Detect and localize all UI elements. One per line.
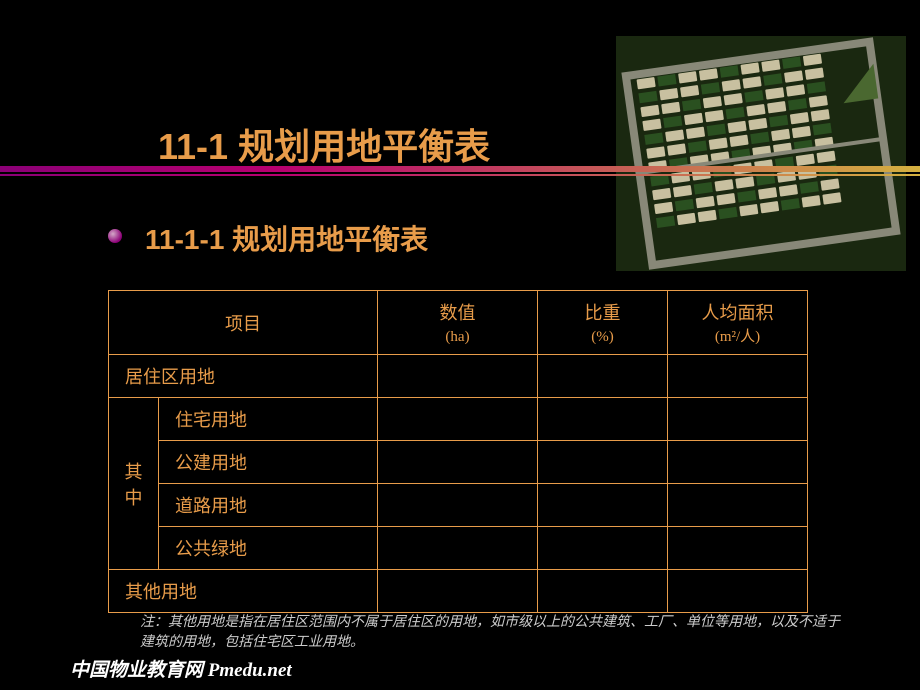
header-rule-thin bbox=[0, 174, 920, 176]
row-public-green: 公共绿地 bbox=[159, 527, 378, 570]
cell-empty bbox=[538, 355, 668, 398]
cell-empty bbox=[378, 355, 538, 398]
row-residential: 居住区用地 bbox=[109, 355, 378, 398]
row-public-building: 公建用地 bbox=[159, 441, 378, 484]
cell-empty bbox=[538, 441, 668, 484]
cell-empty bbox=[538, 398, 668, 441]
row-other: 其他用地 bbox=[109, 570, 378, 613]
cell-empty bbox=[668, 570, 808, 613]
row-among-label: 其中 bbox=[109, 398, 159, 570]
header-ratio: 比重 (%) bbox=[538, 291, 668, 355]
cell-empty bbox=[668, 355, 808, 398]
header-project: 项目 bbox=[109, 291, 378, 355]
main-title: 11-1 规划用地平衡表 bbox=[158, 118, 490, 170]
header-value: 数值 (ha) bbox=[378, 291, 538, 355]
header-rule bbox=[0, 166, 920, 172]
row-housing: 住宅用地 bbox=[159, 398, 378, 441]
table-note: 注：其他用地是指在居住区范围内不属于居住区的用地，如市级以上的公共建筑、工厂、单… bbox=[140, 613, 850, 652]
cell-empty bbox=[378, 570, 538, 613]
cell-empty bbox=[668, 484, 808, 527]
header-area: 人均面积 (m²/人) bbox=[668, 291, 808, 355]
bullet-icon bbox=[108, 229, 122, 243]
cell-empty bbox=[378, 441, 538, 484]
land-balance-table: 项目 数值 (ha) 比重 (%) 人均面积 (m²/人) 居住区用地 其中 住… bbox=[108, 290, 808, 613]
cell-empty bbox=[668, 527, 808, 570]
cell-empty bbox=[538, 484, 668, 527]
cell-empty bbox=[378, 484, 538, 527]
cell-empty bbox=[538, 527, 668, 570]
cell-empty bbox=[378, 527, 538, 570]
cell-empty bbox=[668, 398, 808, 441]
site-plan-image bbox=[616, 36, 906, 271]
cell-empty bbox=[538, 570, 668, 613]
subtitle: 11-1-1 规划用地平衡表 bbox=[145, 218, 428, 258]
cell-empty bbox=[378, 398, 538, 441]
row-road: 道路用地 bbox=[159, 484, 378, 527]
cell-empty bbox=[668, 441, 808, 484]
footer-watermark: 中国物业教育网 Pmedu.net bbox=[70, 655, 292, 682]
